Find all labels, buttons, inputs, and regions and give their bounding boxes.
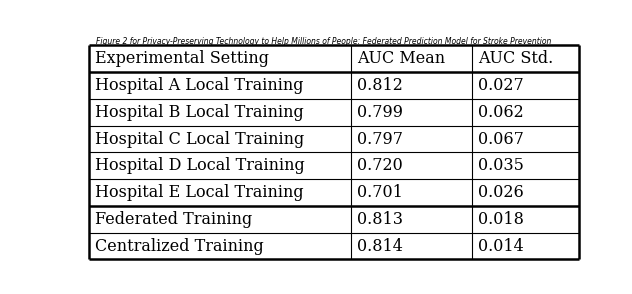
Text: 0.797: 0.797 xyxy=(356,131,403,148)
Text: 0.701: 0.701 xyxy=(356,184,403,201)
Text: Hospital D Local Training: Hospital D Local Training xyxy=(95,157,305,174)
Text: Hospital A Local Training: Hospital A Local Training xyxy=(95,77,303,94)
Text: Federated Training: Federated Training xyxy=(95,211,252,228)
Text: Experimental Setting: Experimental Setting xyxy=(95,50,269,67)
Text: 0.062: 0.062 xyxy=(478,104,524,121)
Text: Figure 2 for Privacy-Preserving Technology to Help Millions of People: Federated: Figure 2 for Privacy-Preserving Technolo… xyxy=(96,37,552,46)
Text: Centralized Training: Centralized Training xyxy=(95,238,264,255)
Text: Hospital C Local Training: Hospital C Local Training xyxy=(95,131,304,148)
Text: Hospital B Local Training: Hospital B Local Training xyxy=(95,104,303,121)
Text: 0.027: 0.027 xyxy=(478,77,524,94)
Text: 0.018: 0.018 xyxy=(478,211,524,228)
Text: 0.720: 0.720 xyxy=(356,157,403,174)
Text: 0.026: 0.026 xyxy=(478,184,524,201)
Text: 0.067: 0.067 xyxy=(478,131,524,148)
Text: AUC Mean: AUC Mean xyxy=(356,50,445,67)
Text: Hospital E Local Training: Hospital E Local Training xyxy=(95,184,303,201)
Text: 0.035: 0.035 xyxy=(478,157,524,174)
Text: 0.014: 0.014 xyxy=(478,238,524,255)
Text: 0.812: 0.812 xyxy=(356,77,403,94)
Text: 0.799: 0.799 xyxy=(356,104,403,121)
Text: 0.813: 0.813 xyxy=(356,211,403,228)
Text: AUC Std.: AUC Std. xyxy=(478,50,554,67)
Text: 0.814: 0.814 xyxy=(356,238,403,255)
